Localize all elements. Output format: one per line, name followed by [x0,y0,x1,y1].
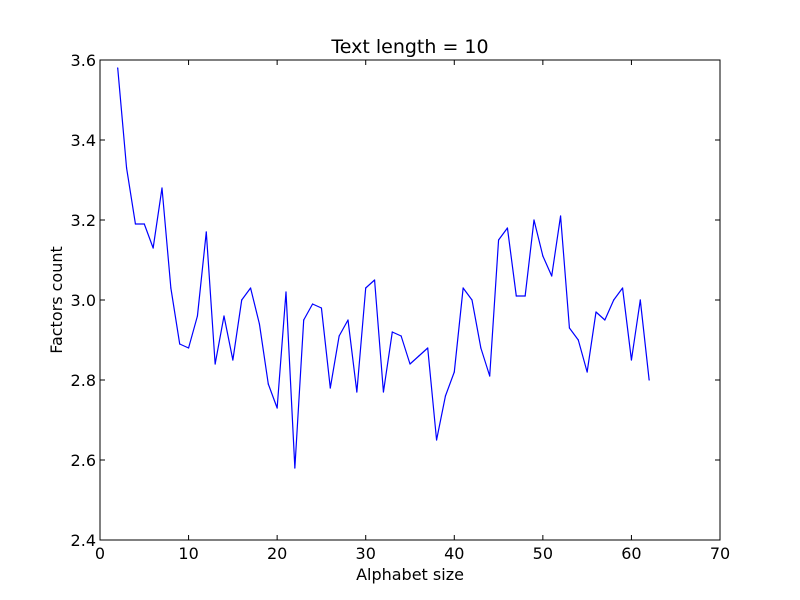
data-point [604,319,606,321]
data-point [400,335,402,337]
data-point [205,231,207,233]
data-point [648,379,650,381]
series-layer [117,67,650,469]
x-tick-label: 50 [533,544,553,563]
x-tick-label: 40 [444,544,464,563]
x-tick-label: 60 [621,544,641,563]
data-point [152,247,154,249]
data-point [382,391,385,393]
data-point [427,347,429,349]
data-point [621,287,624,289]
data-point [639,299,641,301]
data-point [462,287,464,289]
data-point [444,395,447,397]
data-point [453,371,455,373]
data-point [542,255,544,257]
data-point [241,299,243,301]
tick-labels: 0 10 20 30 40 50 60 70 2.4 2.6 2.8 3.0 3.2 3.4 3.6 [71,51,731,563]
data-point [418,355,420,357]
data-point [320,307,323,309]
data-point [338,335,340,337]
data-point [232,359,234,361]
data-point [179,343,181,345]
data-point [559,215,562,217]
data-point [613,299,615,301]
data-point [329,387,331,389]
data-point [276,407,278,409]
y-tick-label: 3.2 [71,211,96,230]
data-point [435,439,438,441]
data-point [125,167,128,169]
data-point [365,287,367,289]
y-tick-label: 3.4 [71,131,96,150]
data-point [506,227,509,229]
plot-area [100,60,720,540]
y-tick-label: 3.6 [71,51,96,70]
data-point [258,323,261,325]
data-point [214,363,216,365]
data-point [497,239,500,241]
y-tick-label: 2.4 [71,531,96,550]
data-point [391,331,393,333]
chart-title: Text length = 10 [330,36,488,58]
data-point [143,223,145,225]
data-point [577,339,579,341]
data-point [630,359,633,361]
y-tick-label: 2.6 [71,451,96,470]
data-point [471,299,473,301]
data-point [303,319,305,321]
data-point [533,219,535,221]
x-tick-label: 0 [95,544,105,563]
data-point [267,383,269,385]
data-point [161,187,163,189]
data-point [187,347,190,349]
data-point [294,467,296,469]
data-point [285,291,287,293]
y-tick-label: 2.8 [71,371,96,390]
data-point [347,319,349,321]
data-point [373,279,376,281]
data-point [551,275,553,277]
x-tick-label: 20 [267,544,287,563]
data-point [524,295,526,297]
x-tick-label: 70 [710,544,730,563]
data-point [586,371,588,373]
data-point [409,363,411,365]
data-point [196,315,199,317]
x-axis-label: Alphabet size [356,565,464,584]
data-point [515,295,517,297]
data-point [134,223,137,225]
data-point [223,315,225,317]
data-point [249,287,252,289]
x-tick-label: 10 [178,544,198,563]
y-tick-label: 3.0 [71,291,96,310]
plot-frame [99,59,721,541]
x-tick-label: 30 [356,544,376,563]
data-point [356,391,358,393]
data-point [489,375,491,377]
y-axis-label: Factors count [47,246,66,354]
data-point [117,67,119,69]
data-point [480,347,482,349]
data-point [568,327,571,329]
data-point [595,311,597,313]
data-point [311,303,314,305]
data-point [170,287,172,289]
